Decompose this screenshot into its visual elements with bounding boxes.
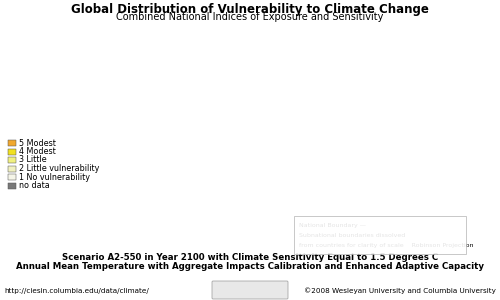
Text: 5 Modest: 5 Modest xyxy=(19,139,56,148)
Text: Scenario A2-550 in Year 2100 with Climate Sensitivity Equal to 1.5 Degrees C: Scenario A2-550 in Year 2100 with Climat… xyxy=(62,253,438,262)
Bar xyxy=(8,174,16,180)
Text: National Boundary —: National Boundary — xyxy=(299,223,366,228)
Text: 3 Little: 3 Little xyxy=(19,155,46,164)
Bar xyxy=(8,166,16,172)
Text: Subnational boundaries dissolved: Subnational boundaries dissolved xyxy=(299,233,405,238)
FancyBboxPatch shape xyxy=(294,216,466,254)
Text: 2 Little vulnerability: 2 Little vulnerability xyxy=(19,164,100,173)
Text: 4 Modest: 4 Modest xyxy=(19,147,56,156)
Text: http://ciesin.columbia.edu/data/climate/: http://ciesin.columbia.edu/data/climate/ xyxy=(4,288,149,294)
Bar xyxy=(8,140,16,146)
Text: Combined National Indices of Exposure and Sensitivity: Combined National Indices of Exposure an… xyxy=(116,12,384,22)
Text: Global Distribution of Vulnerability to Climate Change: Global Distribution of Vulnerability to … xyxy=(71,3,429,16)
Text: ⒸⒸ  license info: ⒸⒸ license info xyxy=(230,287,270,293)
FancyBboxPatch shape xyxy=(212,281,288,299)
Bar xyxy=(8,148,16,154)
Bar xyxy=(8,157,16,163)
Text: 1 No vulnerability: 1 No vulnerability xyxy=(19,172,90,182)
Text: Annual Mean Temperature with Aggregate Impacts Calibration and Enhanced Adaptive: Annual Mean Temperature with Aggregate I… xyxy=(16,262,484,271)
Text: no data: no data xyxy=(19,181,50,190)
Text: ©2008 Wesleyan University and Columbia University: ©2008 Wesleyan University and Columbia U… xyxy=(304,287,496,294)
Text: from countries for clarity of scale    Robinson Projection: from countries for clarity of scale Robi… xyxy=(299,243,474,248)
Bar xyxy=(8,182,16,188)
